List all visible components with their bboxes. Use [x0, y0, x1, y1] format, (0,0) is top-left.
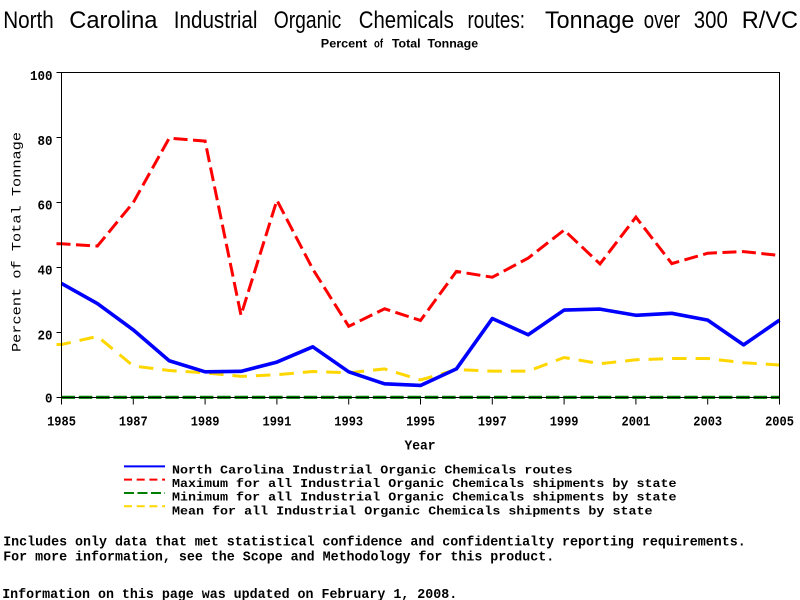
svg-text:Tonnage: Tonnage: [428, 37, 479, 51]
svg-text:North: North: [3, 7, 54, 34]
svg-text:Industrial: Industrial: [174, 7, 258, 34]
svg-text:R/VC: R/VC: [742, 7, 798, 34]
svg-text:1989: 1989: [191, 414, 220, 430]
svg-text:1985: 1985: [47, 414, 76, 430]
svg-text:300: 300: [694, 7, 728, 34]
svg-text:20: 20: [38, 329, 53, 345]
svg-text:Organic: Organic: [274, 7, 342, 34]
svg-text:80: 80: [38, 134, 53, 150]
svg-text:Minimum for all Industrial Org: Minimum for all Industrial Organic Chemi…: [172, 491, 677, 505]
svg-text:Total: Total: [392, 37, 421, 51]
svg-text:Maximum for all Industrial Org: Maximum for all Industrial Organic Chemi…: [172, 477, 677, 491]
svg-text:North Carolina Industrial Orga: North Carolina Industrial Organic Chemic…: [172, 464, 573, 478]
svg-text:Carolina: Carolina: [69, 7, 158, 34]
svg-text:Year: Year: [405, 439, 436, 455]
svg-text:1999: 1999: [550, 414, 579, 430]
svg-text:Mean for all Industrial Organi: Mean for all Industrial Organic Chemical…: [172, 504, 653, 518]
svg-text:1991: 1991: [263, 414, 292, 430]
svg-text:over: over: [644, 7, 680, 34]
svg-text:For more information, see the: For more information, see the Scope and …: [3, 549, 554, 565]
svg-text:2003: 2003: [693, 414, 722, 430]
svg-text:2005: 2005: [765, 414, 794, 430]
svg-text:Tonnage: Tonnage: [545, 7, 634, 34]
svg-text:Percent of Total Tonnage: Percent of Total Tonnage: [10, 132, 25, 352]
svg-text:40: 40: [38, 264, 53, 280]
svg-text:routes:: routes:: [468, 7, 526, 34]
svg-text:1987: 1987: [119, 414, 148, 430]
svg-text:Includes only data that met st: Includes only data that met statistical …: [3, 535, 746, 551]
svg-text:60: 60: [38, 199, 53, 215]
svg-text:of: of: [374, 37, 384, 51]
svg-text:Percent: Percent: [321, 37, 367, 51]
svg-text:1997: 1997: [478, 414, 507, 430]
svg-text:2001: 2001: [622, 414, 651, 430]
svg-text:Information on this page was u: Information on this page was updated on …: [2, 587, 457, 600]
svg-text:1995: 1995: [406, 414, 435, 430]
svg-text:Chemicals: Chemicals: [359, 7, 454, 34]
svg-text:1993: 1993: [334, 414, 363, 430]
svg-text:100: 100: [30, 69, 53, 85]
svg-text:0: 0: [45, 391, 53, 407]
